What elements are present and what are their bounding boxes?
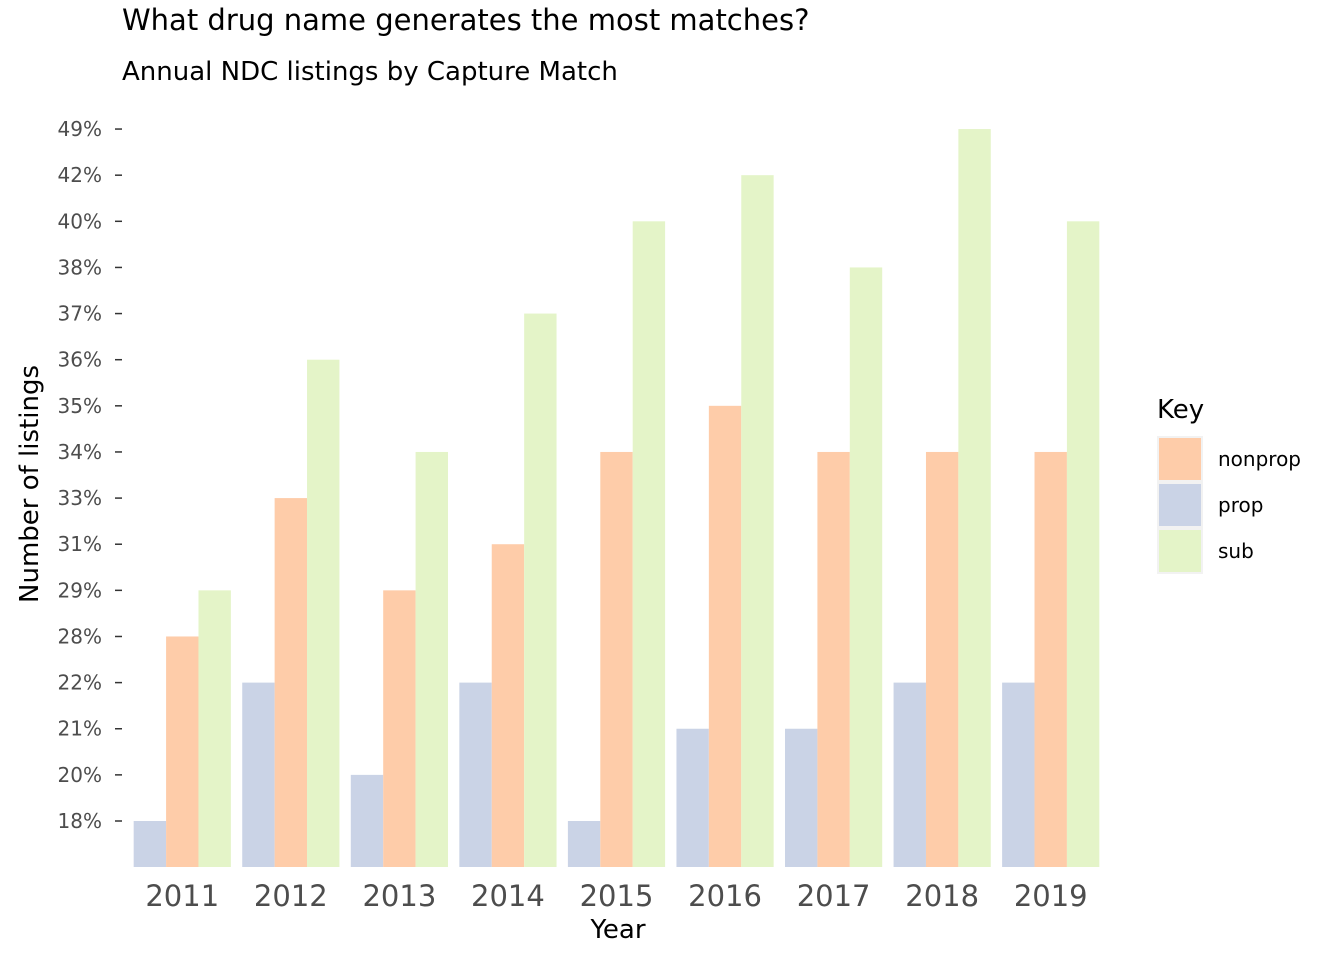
legend-label-nonprop: nonprop [1218, 447, 1301, 471]
y-tick-label: 20% [58, 763, 102, 787]
y-tick-label: 28% [58, 624, 102, 648]
x-axis-title: Year [589, 915, 645, 945]
y-tick-label: 42% [58, 163, 102, 187]
bar-nonprop-2016 [708, 405, 742, 867]
y-tick-label: 22% [58, 671, 102, 695]
bar-sub-2019 [1066, 221, 1100, 867]
bar-nonprop-2015 [600, 451, 633, 867]
y-tick-label: 21% [58, 717, 102, 741]
legend-label-sub: sub [1218, 539, 1254, 563]
x-axis: 2011 2012 2013 2014 2015 2016 2017 2018 2019 [145, 879, 1087, 913]
x-tick-label: 2012 [254, 879, 328, 913]
bar-nonprop-2013 [383, 590, 416, 867]
bar-prop-2011 [133, 821, 167, 867]
bar-sub-2012 [307, 359, 340, 867]
bar-prop-2018 [893, 682, 926, 867]
bar-sub-2016 [741, 175, 774, 867]
plot-area [133, 129, 1100, 868]
legend: Key nonprop prop sub [1157, 395, 1301, 574]
bar-prop-2012 [242, 682, 275, 867]
bar-nonprop-2017 [817, 451, 850, 867]
bar-prop-2014 [459, 682, 492, 867]
x-tick-label: 2015 [580, 879, 654, 913]
bar-nonprop-2012 [274, 498, 308, 867]
legend-swatch-prop [1159, 484, 1201, 526]
y-tick-label: 29% [58, 578, 102, 602]
bar-prop-2017 [785, 728, 818, 867]
x-tick-label: 2016 [688, 879, 762, 913]
bar-nonprop-2011 [166, 636, 199, 867]
bar-nonprop-2019 [1034, 451, 1067, 867]
legend-swatch-sub [1159, 530, 1201, 572]
bar-sub-2011 [198, 590, 231, 867]
bar-sub-2015 [632, 221, 666, 867]
y-tick-label: 33% [58, 486, 102, 510]
bar-prop-2013 [350, 774, 384, 867]
bar-nonprop-2018 [925, 451, 959, 867]
x-tick-label: 2011 [145, 879, 219, 913]
x-tick-label: 2014 [471, 879, 545, 913]
y-axis: 18% 20% 21% 22% 28% 29% 31% 33% 34% 35% 36% 37% 38% 4… [58, 117, 122, 833]
bar-prop-2015 [567, 821, 601, 867]
y-axis-title: Number of listings [15, 365, 45, 603]
y-tick-label: 38% [58, 255, 102, 279]
y-tick-label: 37% [58, 302, 102, 326]
x-tick-label: 2019 [1014, 879, 1088, 913]
legend-label-prop: prop [1218, 493, 1263, 517]
x-tick-label: 2018 [905, 879, 979, 913]
y-tick-label: 49% [58, 117, 102, 141]
legend-title: Key [1157, 395, 1204, 425]
legend-swatch-nonprop [1159, 438, 1201, 480]
y-tick-label: 36% [58, 348, 102, 372]
chart-subtitle: Annual NDC listings by Capture Match [122, 57, 618, 87]
bar-sub-2018 [958, 129, 991, 868]
bar-sub-2013 [415, 451, 448, 867]
bar-nonprop-2014 [491, 544, 525, 867]
y-tick-label: 18% [58, 809, 102, 833]
bar-sub-2014 [524, 313, 557, 867]
x-tick-label: 2013 [362, 879, 436, 913]
y-tick-label: 31% [58, 532, 102, 556]
bar-prop-2019 [1002, 682, 1035, 867]
bar-prop-2016 [676, 728, 709, 867]
bar-sub-2017 [849, 267, 883, 867]
y-tick-label: 40% [58, 209, 102, 233]
y-tick-label: 34% [58, 440, 102, 464]
x-tick-label: 2017 [797, 879, 871, 913]
y-tick-label: 35% [58, 394, 102, 418]
chart-title: What drug name generates the most matche… [122, 3, 809, 37]
